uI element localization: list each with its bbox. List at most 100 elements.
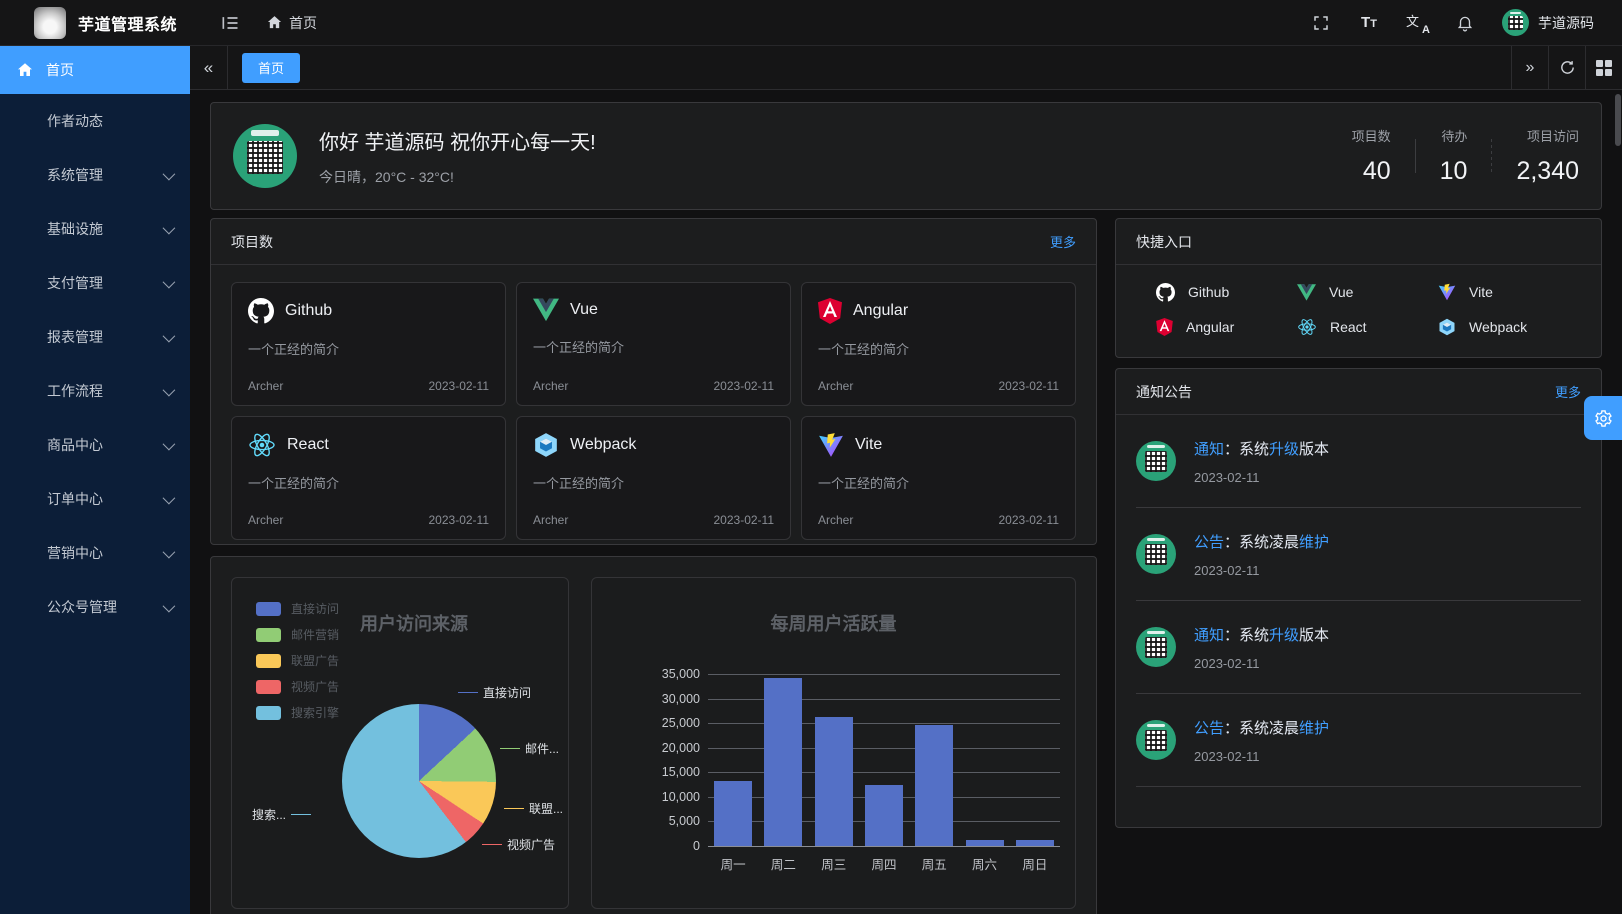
breadcrumb-label: 首页: [289, 14, 318, 31]
projects-title: 项目数: [231, 233, 273, 250]
vue-icon: [1297, 283, 1316, 301]
breadcrumb[interactable]: 首页: [267, 13, 317, 33]
angular-icon: [818, 298, 842, 324]
theme-settings-button[interactable]: [1584, 396, 1622, 440]
project-author: Archer: [818, 513, 854, 527]
angular-icon: [1156, 318, 1173, 336]
sidebar-item-system[interactable]: 系统管理: [0, 148, 190, 202]
pie-chart[interactable]: [342, 704, 496, 858]
project-date: 2023-02-11: [998, 513, 1060, 527]
chevron-down-icon: [162, 599, 176, 612]
sidebar-fold-icon[interactable]: [219, 12, 241, 34]
shortcuts-panel: 快捷入口 Github Vue Vite: [1115, 218, 1602, 358]
notice-avatar: [1136, 720, 1176, 760]
sidebar-item-report[interactable]: 报表管理: [0, 310, 190, 364]
fullscreen-icon[interactable]: [1310, 12, 1332, 34]
stat-todo: 待办 10: [1439, 129, 1468, 185]
shortcut-angular[interactable]: Angular: [1156, 314, 1297, 340]
gear-icon: [1594, 409, 1612, 427]
sidebar-item-author-news[interactable]: 作者动态: [47, 113, 103, 129]
tabs-scroll-right-icon[interactable]: »: [1511, 45, 1548, 90]
greeting-weather: 今日晴，20°C - 32°C!: [319, 168, 454, 185]
pie-chart-title: 用户访问来源: [360, 614, 468, 634]
layout-grid-icon[interactable]: [1585, 45, 1622, 90]
home-icon: [267, 16, 282, 29]
notice-date: 2023-02-11: [1194, 469, 1260, 485]
project-card-vue[interactable]: Vue 一个正经的简介 Archer 2023-02-11: [516, 282, 791, 406]
notice-item[interactable]: 公告：系统凌晨维护 2023-02-11: [1136, 508, 1581, 601]
notice-item[interactable]: 通知：系统升级版本 2023-02-11: [1136, 601, 1581, 694]
user-menu[interactable]: 芋道源码: [1502, 9, 1594, 36]
font-size-icon[interactable]: TT: [1361, 14, 1377, 31]
notices-panel: 通知公告 更多 通知：系统升级版本 2023-02-11: [1115, 368, 1602, 828]
sidebar-item-pay[interactable]: 支付管理: [0, 256, 190, 310]
shortcuts-title: 快捷入口: [1136, 233, 1192, 250]
tabs-scroll-left-icon[interactable]: «: [190, 45, 228, 90]
sidebar-item-workflow[interactable]: 工作流程: [0, 364, 190, 418]
shortcut-github[interactable]: Github: [1156, 279, 1297, 305]
chevron-down-icon: [162, 491, 176, 504]
shortcut-react[interactable]: React: [1297, 314, 1438, 340]
bar-chart-card: 每周用户活跃量 0 5,000 10,000 15,000 20,000 25,000 30…: [591, 577, 1076, 909]
bar[interactable]: [764, 677, 803, 846]
bar[interactable]: [864, 785, 903, 846]
project-date: 2023-02-11: [713, 379, 775, 393]
chevron-down-icon: [162, 221, 176, 234]
notice-avatar: [1136, 627, 1176, 667]
main-content: 你好 芋道源码 祝你开心每一天! 今日晴，20°C - 32°C! 项目数 40…: [190, 90, 1622, 914]
sidebar-item-infra[interactable]: 基础设施: [0, 202, 190, 256]
shortcut-webpack[interactable]: Webpack: [1438, 314, 1579, 340]
notices-more-link[interactable]: 更多: [1554, 385, 1581, 400]
notice-date: 2023-02-11: [1194, 748, 1260, 764]
notice-avatar: [1136, 534, 1176, 574]
pie-legend: 直接访问 邮件营销 联盟广告 视频广告 搜索引擎: [256, 600, 339, 730]
project-card-vite[interactable]: Vite 一个正经的简介 Archer 2023-02-11: [801, 416, 1076, 540]
react-icon: [249, 433, 275, 457]
stat-visits: 项目访问 2,340: [1516, 129, 1579, 185]
sidebar: 首页 作者动态 系统管理 基础设施 支付管理 报表管理 工作流程 商品中心: [0, 46, 190, 914]
project-author: Archer: [818, 379, 854, 393]
sidebar-item-marketing[interactable]: 营销中心: [0, 526, 190, 580]
user-avatar: [1502, 9, 1529, 36]
notice-date: 2023-02-11: [1194, 562, 1260, 578]
notice-item[interactable]: 公告：系统凌晨维护 2023-02-11: [1136, 694, 1581, 787]
bar[interactable]: [814, 716, 853, 846]
github-icon: [248, 298, 274, 324]
webpack-icon: [1439, 318, 1455, 336]
sidebar-item-product[interactable]: 商品中心: [0, 418, 190, 472]
shortcut-vite[interactable]: Vite: [1438, 279, 1579, 305]
github-icon: [1156, 282, 1175, 302]
vite-icon: [1438, 283, 1456, 301]
scrollbar-thumb[interactable]: [1615, 94, 1621, 146]
charts-panel: 直接访问 邮件营销 联盟广告 视频广告 搜索引擎 用户访问来源 直接访问 邮件.…: [210, 556, 1097, 914]
tag-view-bar: « 首页 »: [190, 45, 1622, 90]
greeting-card: 你好 芋道源码 祝你开心每一天! 今日晴，20°C - 32°C! 项目数 40…: [210, 102, 1602, 210]
project-card-webpack[interactable]: Webpack 一个正经的简介 Archer 2023-02-11: [516, 416, 791, 540]
bar[interactable]: [915, 724, 954, 846]
project-card-github[interactable]: Github 一个正经的简介 Archer 2023-02-11: [231, 282, 506, 406]
sidebar-item-order[interactable]: 订单中心: [0, 472, 190, 526]
refresh-icon[interactable]: [1548, 45, 1585, 90]
bar[interactable]: [965, 839, 1004, 846]
project-card-react[interactable]: React 一个正经的简介 Archer 2023-02-11: [231, 416, 506, 540]
project-card-angular[interactable]: Angular 一个正经的简介 Archer 2023-02-11: [801, 282, 1076, 406]
projects-more-link[interactable]: 更多: [1049, 235, 1076, 250]
tab-home[interactable]: 首页: [242, 52, 301, 83]
bar[interactable]: [714, 780, 753, 846]
app-logo: [34, 6, 66, 39]
notice-item[interactable]: 通知：系统升级版本 2023-02-11: [1136, 415, 1581, 508]
bar-chart-plot[interactable]: 0 5,000 10,000 15,000 20,000 25,000 30,000 35,0…: [662, 667, 1060, 853]
shortcut-vue[interactable]: Vue: [1297, 279, 1438, 305]
project-date: 2023-02-11: [713, 513, 775, 527]
project-date: 2023-02-11: [428, 379, 490, 393]
greeting-avatar: [233, 124, 297, 188]
notice-avatar: [1136, 441, 1176, 481]
bell-icon[interactable]: [1454, 12, 1476, 34]
sidebar-item-wechat[interactable]: 公众号管理: [0, 580, 190, 634]
project-date: 2023-02-11: [998, 379, 1060, 393]
chevron-down-icon: [162, 329, 176, 342]
sidebar-item-home[interactable]: 首页: [0, 46, 190, 94]
projects-panel: 项目数 更多 Github 一个正经的简介: [210, 218, 1097, 545]
bar[interactable]: [1015, 839, 1054, 846]
